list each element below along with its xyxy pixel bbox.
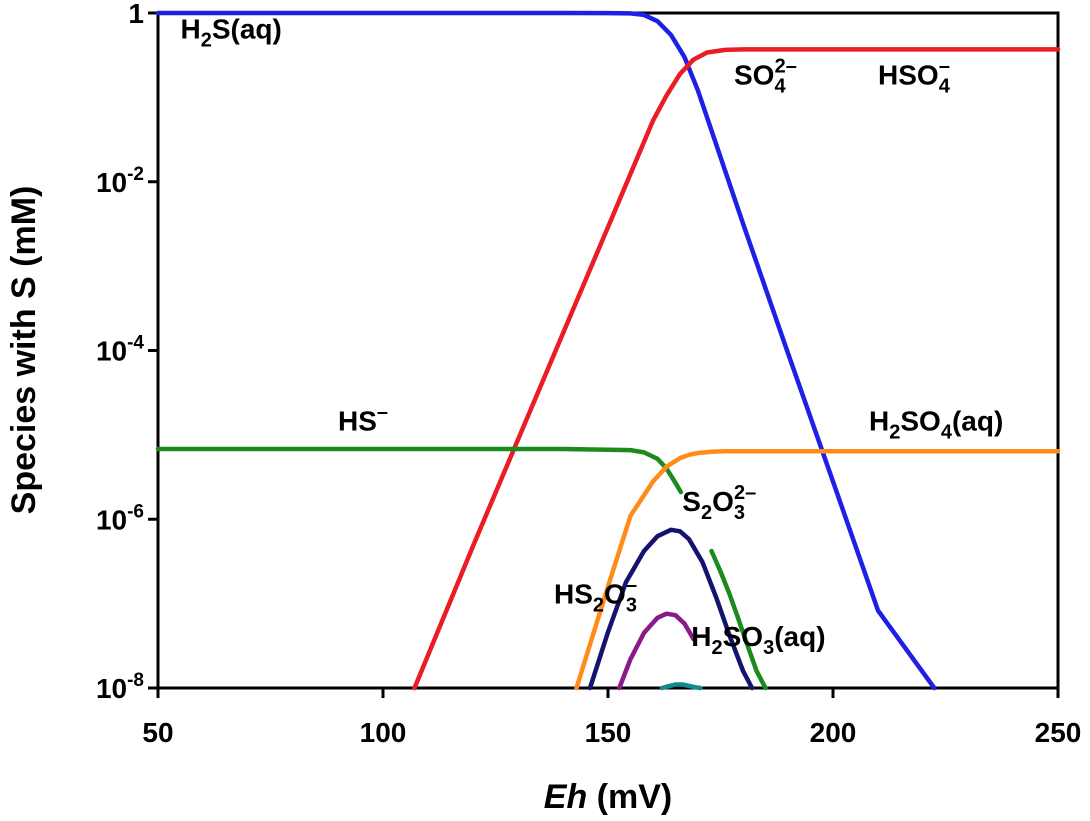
y-tick-base: 10 bbox=[96, 504, 127, 535]
y-tick-label: 10-4 bbox=[96, 333, 144, 367]
series-label-hs: HS– bbox=[338, 402, 388, 437]
series-line-h2s bbox=[155, 10, 937, 691]
series-label-hs2o3: HS2O3– bbox=[554, 575, 637, 617]
series-label-part: 2– bbox=[775, 56, 797, 78]
series-label-part: 4 bbox=[941, 422, 953, 444]
x-axis-title: Eh (mV) bbox=[544, 778, 672, 816]
y-tick-label: 10-2 bbox=[96, 164, 144, 198]
series-line-hs bbox=[155, 446, 684, 495]
series-label-part: HS bbox=[338, 406, 377, 437]
y-tick-exponent: -4 bbox=[127, 333, 144, 354]
series-line-s2o3_tail bbox=[709, 548, 768, 691]
series-labels: H2S(aq)SO42– HSO4–HS– H2SO4(aq)S2O32–HS2O3… bbox=[181, 13, 1004, 659]
series-label-part: 2 bbox=[711, 637, 722, 659]
y-tick-label: 10-8 bbox=[96, 670, 144, 704]
series-line-so4 bbox=[412, 47, 1061, 691]
series-group bbox=[155, 10, 1061, 691]
series-label-part: S(aq) bbox=[212, 13, 282, 44]
series-label-part: 3 bbox=[734, 502, 745, 524]
series-label-h2so3: H2SO3(aq) bbox=[691, 621, 825, 659]
y-tick-base: 10 bbox=[96, 673, 127, 704]
series-label-part: 4 bbox=[774, 76, 786, 98]
series-label-part: – bbox=[626, 575, 637, 597]
series-label-part: H bbox=[181, 13, 201, 44]
y-tick-base: 10 bbox=[96, 167, 127, 198]
series-line-h2so3 bbox=[659, 682, 703, 691]
y-tick-exponent: -8 bbox=[127, 670, 144, 691]
y-tick-base: 10 bbox=[96, 336, 127, 367]
series-label-h2so4: H2SO4(aq) bbox=[869, 406, 1003, 444]
series-label-part: HS bbox=[554, 579, 593, 610]
series-label-part: SO bbox=[723, 621, 763, 652]
series-label-part: 2 bbox=[889, 422, 900, 444]
y-tick-base: 1 bbox=[128, 0, 144, 29]
series-label-part: – bbox=[377, 402, 388, 424]
x-tick-label: 200 bbox=[810, 717, 857, 748]
series-label-part: – bbox=[939, 56, 950, 78]
series-label-part: 4 bbox=[939, 76, 951, 98]
y-tick-exponent: -2 bbox=[127, 164, 144, 185]
series-label-part: (aq) bbox=[952, 406, 1003, 437]
series-label-s2o3: S2O32– bbox=[682, 482, 756, 524]
series-label-part: H bbox=[869, 406, 889, 437]
series-label-hso4: HSO4– bbox=[878, 56, 951, 98]
series-label-part: HSO bbox=[878, 60, 939, 91]
series-line-s2o3 bbox=[587, 527, 755, 691]
series-label-part: O bbox=[604, 579, 626, 610]
series-label-part: 3 bbox=[626, 595, 637, 617]
y-tick-exponent: -6 bbox=[127, 501, 144, 522]
series-label-part: 2– bbox=[734, 482, 756, 504]
series-label-part: SO bbox=[734, 60, 774, 91]
x-axis-title-unit: (mV) bbox=[587, 778, 672, 816]
series-label-part: S bbox=[682, 486, 701, 517]
x-tick-label: 150 bbox=[585, 717, 632, 748]
series-label-h2s: H2S(aq) bbox=[181, 13, 282, 51]
series-label-part: 2 bbox=[701, 502, 712, 524]
y-tick-label: 1 bbox=[128, 0, 144, 29]
x-tick-label: 100 bbox=[360, 717, 407, 748]
series-label-part: SO bbox=[900, 406, 940, 437]
y-tick-label: 10-6 bbox=[96, 501, 144, 535]
y-axis-title: Species with S (mM) bbox=[5, 186, 43, 515]
x-axis-title-variable: Eh bbox=[544, 778, 587, 816]
series-label-part: 3 bbox=[763, 637, 774, 659]
series-label-part: H bbox=[691, 621, 711, 652]
series-line-h2so4 bbox=[574, 448, 1061, 691]
series-label-part: 2 bbox=[593, 595, 604, 617]
series-label-part: 2 bbox=[201, 29, 212, 51]
series-label-so4: SO42– bbox=[734, 56, 797, 98]
series-label-part: O bbox=[712, 486, 734, 517]
x-tick-label: 50 bbox=[142, 717, 173, 748]
series-line-hs2o3 bbox=[617, 611, 696, 691]
series-label-part: (aq) bbox=[774, 621, 825, 652]
x-tick-label: 250 bbox=[1035, 717, 1082, 748]
